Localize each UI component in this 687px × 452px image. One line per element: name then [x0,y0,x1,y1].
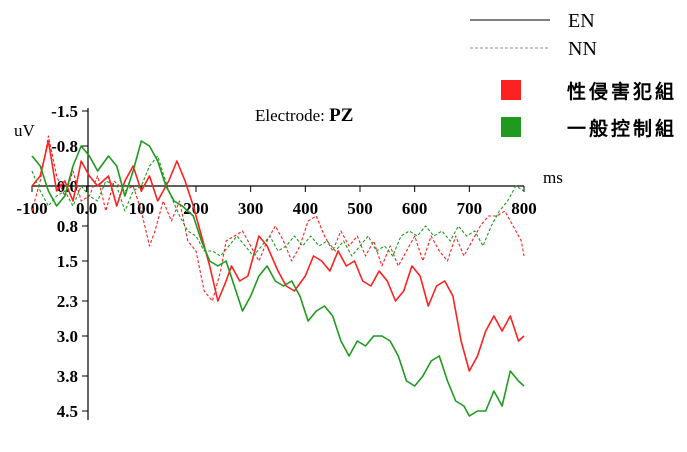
x-tick-label: 400 [293,199,319,218]
x-tick-label: 100 [129,199,155,218]
legend-label-nn: NN [568,38,597,60]
legend-swatch-control [501,117,521,137]
y-tick-label: 2.3 [57,292,78,311]
x-tick-label: 600 [402,199,428,218]
series-line-control-nn [31,155,525,257]
series-line-offender-nn [31,135,525,302]
x-tick-label: 700 [457,199,483,218]
legend-swatch-offender [501,80,521,100]
x-ticks: -100 0.0 100 200 300 400 500 600 700 800 [16,186,537,218]
y-tick-label: 0.8 [57,217,78,236]
x-tick-label: 500 [347,199,373,218]
chart-title: Electrode: PZ [255,105,353,126]
y-tick-label: 1.5 [57,252,78,271]
series-line-offender-en [31,140,525,372]
legend-label-control: 一般控制組 [567,117,677,140]
x-tick-label: 800 [511,199,537,218]
y-tick-label: 3.0 [57,327,78,346]
series-layer [31,135,525,417]
legend-label-en: EN [568,10,595,32]
legend-label-offender: 性侵害犯組 [567,80,677,103]
x-axis-label: ms [543,168,563,187]
y-axis-label: uV [14,121,36,140]
legend: EN NN 性侵害犯組 一般控制組 [470,10,677,140]
x-tick-label: -100 [16,199,47,218]
y-tick-label: 4.5 [57,402,78,421]
y-ticks: -1.5-0.80.00.81.52.33.03.84.5 [51,102,88,421]
x-tick-label: 0.0 [76,199,97,218]
y-tick-label: 3.8 [57,367,78,386]
x-tick-label: 300 [238,199,264,218]
series-line-control-en [31,140,525,417]
y-tick-label: -1.5 [51,102,78,121]
y-tick-label: -0.8 [51,137,78,156]
